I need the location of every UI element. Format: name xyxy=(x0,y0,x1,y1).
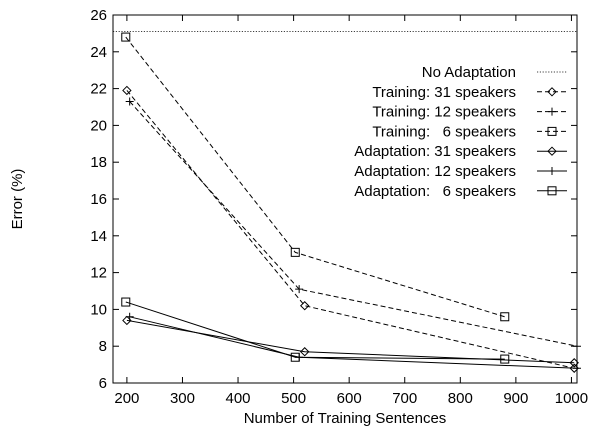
y-axis-title: Error (%) xyxy=(9,169,26,230)
legend-label: No Adaptation xyxy=(422,64,516,81)
legend-item: Adaptation: 12 speakers xyxy=(354,163,567,180)
x-tick-label: 800 xyxy=(448,390,473,407)
plus-marker xyxy=(548,107,556,116)
series-line xyxy=(126,319,575,364)
y-tick-label: 24 xyxy=(90,44,107,61)
square-marker xyxy=(547,186,557,196)
y-tick-label: 20 xyxy=(90,117,107,134)
axis-ticks: 6 8 10 12 14 16 18 20 22 24 26 200 300 400 500 600 700 80… xyxy=(90,7,588,407)
square-marker xyxy=(547,126,557,136)
diamond-marker xyxy=(547,87,557,97)
y-tick-label: 10 xyxy=(90,301,107,318)
y-tick-label: 26 xyxy=(90,7,107,24)
y-tick-label: 16 xyxy=(90,191,107,208)
y-tick-label: 18 xyxy=(90,154,107,171)
x-tick-label: 400 xyxy=(226,390,251,407)
x-tick-label: 700 xyxy=(392,390,417,407)
legend-item: Training: 31 speakers xyxy=(372,84,567,101)
legend: No Adaptation Training: 31 speakers Traini… xyxy=(354,64,567,200)
x-axis-title: Number of Training Sentences xyxy=(244,410,447,427)
legend-item: Adaptation: 31 speakers xyxy=(354,143,567,160)
square-marker xyxy=(290,247,300,257)
y-tick-label: 6 xyxy=(99,375,107,392)
square-marker xyxy=(121,32,131,42)
x-tick-label: 200 xyxy=(114,390,139,407)
legend-label: Training: 6 speakers xyxy=(372,123,516,140)
series-6 xyxy=(121,297,510,364)
legend-label: Adaptation: 31 speakers xyxy=(354,143,516,160)
legend-label: Training: 31 speakers xyxy=(372,84,516,101)
x-tick-label: 900 xyxy=(503,390,528,407)
legend-item: Training: 12 speakers xyxy=(372,104,567,121)
series-line xyxy=(125,36,505,318)
y-tick-label: 14 xyxy=(90,228,107,245)
plus-marker xyxy=(573,342,581,351)
legend-item: Training: 6 speakers xyxy=(372,123,567,140)
plus-marker xyxy=(295,285,304,294)
diamond-marker xyxy=(122,85,132,96)
legend-label: Adaptation: 12 speakers xyxy=(354,163,516,180)
x-tick-label: 300 xyxy=(170,390,195,407)
square-marker xyxy=(500,312,510,322)
legend-item: Adaptation: 6 speakers xyxy=(354,183,567,200)
y-tick-label: 12 xyxy=(90,265,107,282)
square-marker xyxy=(121,297,131,307)
diamond-marker xyxy=(300,347,310,357)
plus-marker xyxy=(125,97,134,106)
series-line xyxy=(125,301,505,360)
series-layer xyxy=(113,31,581,373)
diamond-marker xyxy=(300,301,310,311)
square-marker xyxy=(500,354,510,364)
legend-label: Training: 12 speakers xyxy=(372,104,516,121)
plus-marker xyxy=(125,312,134,321)
plus-marker xyxy=(573,364,581,373)
y-tick-label: 22 xyxy=(90,81,107,98)
diamond-marker xyxy=(547,146,557,156)
y-tick-label: 8 xyxy=(99,338,107,355)
x-tick-label: 600 xyxy=(337,390,362,407)
x-tick-label: 1000 xyxy=(555,390,588,407)
square-marker xyxy=(290,352,300,362)
x-tick-label: 500 xyxy=(281,390,306,407)
series-5 xyxy=(125,312,581,373)
diamond-marker xyxy=(569,358,579,368)
series-3 xyxy=(121,32,510,322)
legend-label: Adaptation: 6 speakers xyxy=(354,183,516,200)
series-2 xyxy=(125,97,581,351)
plus-marker xyxy=(548,167,556,175)
legend-item: No Adaptation xyxy=(422,64,567,81)
